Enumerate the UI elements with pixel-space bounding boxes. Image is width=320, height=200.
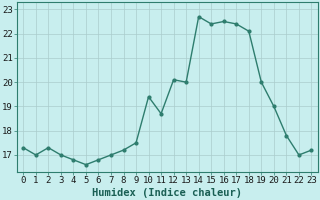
X-axis label: Humidex (Indice chaleur): Humidex (Indice chaleur): [92, 188, 242, 198]
